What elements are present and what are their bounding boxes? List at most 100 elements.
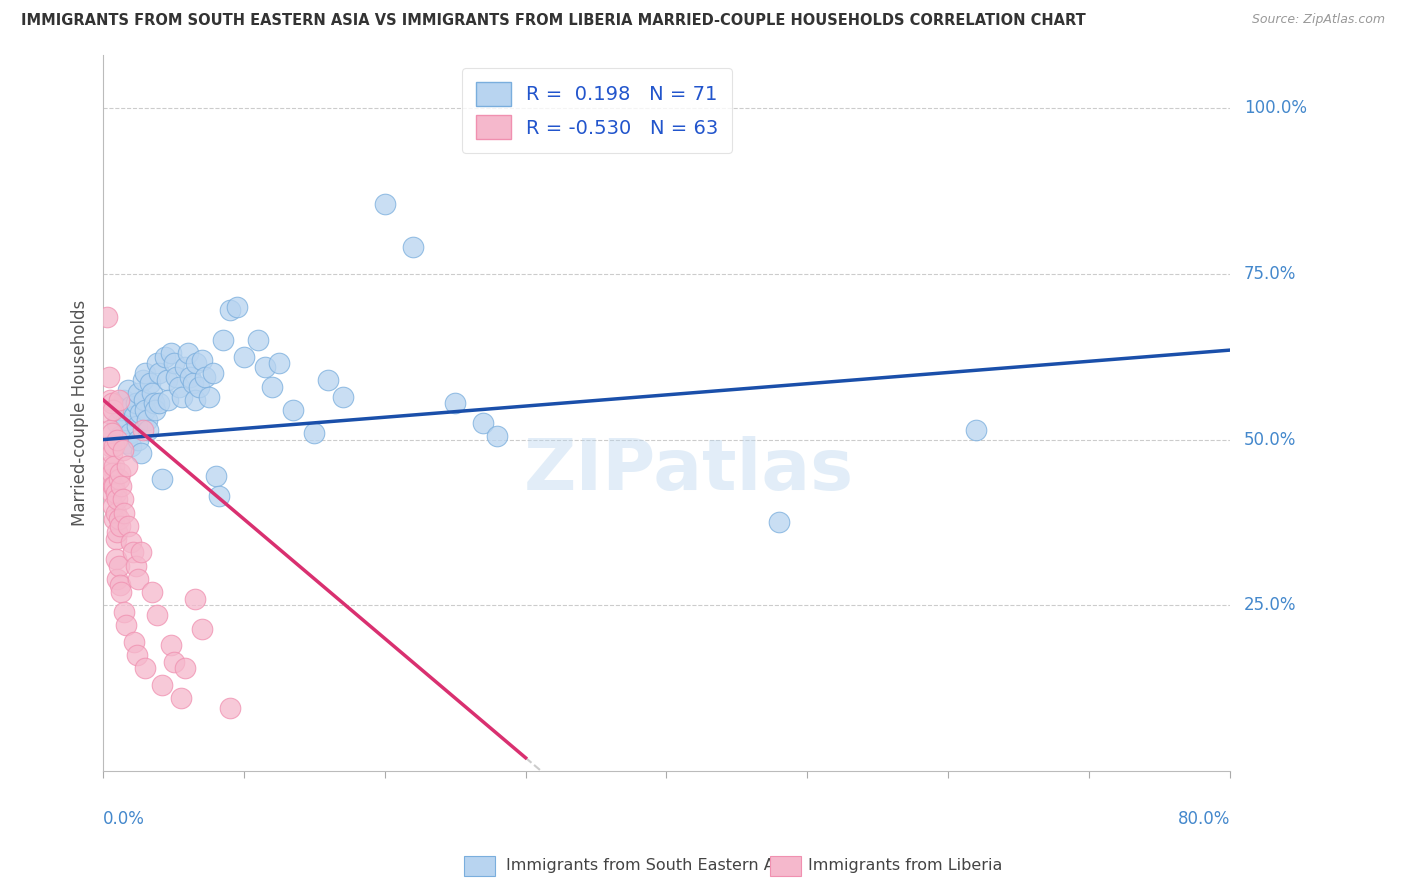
Point: [159, 346, 181, 360]
Point: [115, 459, 138, 474]
Point: [103, 439, 125, 453]
Point: [262, 379, 284, 393]
Point: [108, 578, 131, 592]
Point: [104, 485, 127, 500]
Point: [143, 402, 166, 417]
Point: [162, 655, 184, 669]
Point: [135, 413, 157, 427]
Text: Immigrants from South Eastern Asia: Immigrants from South Eastern Asia: [506, 858, 797, 872]
Point: [318, 373, 340, 387]
Point: [136, 423, 159, 437]
Point: [104, 552, 127, 566]
Point: [201, 367, 224, 381]
Point: [110, 479, 132, 493]
Point: [134, 402, 156, 417]
Point: [183, 591, 205, 606]
Point: [120, 535, 142, 549]
Point: [101, 402, 124, 417]
Point: [226, 300, 249, 314]
Point: [97, 406, 120, 420]
Point: [108, 429, 131, 443]
Point: [129, 545, 152, 559]
Point: [98, 439, 121, 453]
Point: [162, 356, 184, 370]
Point: [127, 386, 149, 401]
Point: [100, 466, 122, 480]
Point: [170, 390, 193, 404]
Point: [159, 638, 181, 652]
Point: [145, 608, 167, 623]
Point: [169, 691, 191, 706]
Point: [184, 356, 207, 370]
Point: [107, 512, 129, 526]
Point: [124, 558, 146, 573]
Point: [187, 379, 209, 393]
Text: 0.0%: 0.0%: [103, 810, 145, 828]
Point: [165, 369, 187, 384]
Point: [118, 425, 141, 440]
Point: [101, 499, 124, 513]
Point: [112, 392, 135, 407]
Point: [120, 439, 142, 453]
Y-axis label: Married-couple Households: Married-couple Households: [72, 300, 89, 526]
Point: [148, 367, 170, 381]
Point: [134, 367, 156, 381]
Point: [117, 383, 139, 397]
Point: [486, 429, 509, 443]
Text: Immigrants from Liberia: Immigrants from Liberia: [808, 858, 1002, 872]
Point: [181, 376, 204, 391]
Point: [107, 392, 129, 407]
Point: [100, 425, 122, 440]
Point: [127, 572, 149, 586]
Text: 25.0%: 25.0%: [1244, 597, 1296, 615]
Point: [142, 396, 165, 410]
Point: [148, 396, 170, 410]
Text: Source: ZipAtlas.com: Source: ZipAtlas.com: [1251, 13, 1385, 27]
Point: [96, 310, 118, 324]
Point: [131, 423, 153, 437]
Point: [153, 350, 176, 364]
Point: [98, 472, 121, 486]
Point: [101, 479, 124, 493]
Point: [332, 390, 354, 404]
Point: [98, 459, 121, 474]
Point: [107, 472, 129, 486]
Point: [107, 558, 129, 573]
Point: [254, 359, 277, 374]
Text: ZIPatlas: ZIPatlas: [524, 436, 853, 505]
Point: [132, 392, 155, 407]
Point: [97, 369, 120, 384]
Point: [141, 386, 163, 401]
Point: [103, 459, 125, 474]
Point: [247, 333, 270, 347]
Point: [110, 402, 132, 417]
Point: [117, 518, 139, 533]
Point: [218, 701, 240, 715]
Point: [127, 433, 149, 447]
Text: 75.0%: 75.0%: [1244, 265, 1296, 283]
Point: [176, 346, 198, 360]
Point: [145, 356, 167, 370]
Point: [125, 648, 148, 662]
Point: [128, 406, 150, 420]
Point: [98, 392, 121, 407]
Point: [122, 409, 145, 424]
Point: [98, 423, 121, 437]
Point: [111, 492, 134, 507]
Point: [105, 416, 128, 430]
Point: [204, 469, 226, 483]
Point: [374, 197, 396, 211]
Text: 100.0%: 100.0%: [1244, 99, 1306, 117]
Point: [121, 545, 143, 559]
Point: [125, 419, 148, 434]
Point: [197, 390, 219, 404]
Text: 50.0%: 50.0%: [1244, 431, 1296, 449]
Point: [114, 413, 136, 427]
Point: [138, 376, 160, 391]
Point: [150, 472, 173, 486]
Point: [304, 425, 326, 440]
Point: [173, 661, 195, 675]
Legend: R =  0.198   N = 71, R = -0.530   N = 63: R = 0.198 N = 71, R = -0.530 N = 63: [463, 69, 733, 153]
Text: IMMIGRANTS FROM SOUTH EASTERN ASIA VS IMMIGRANTS FROM LIBERIA MARRIED-COUPLE HOU: IMMIGRANTS FROM SOUTH EASTERN ASIA VS IM…: [21, 13, 1085, 29]
Point: [141, 585, 163, 599]
